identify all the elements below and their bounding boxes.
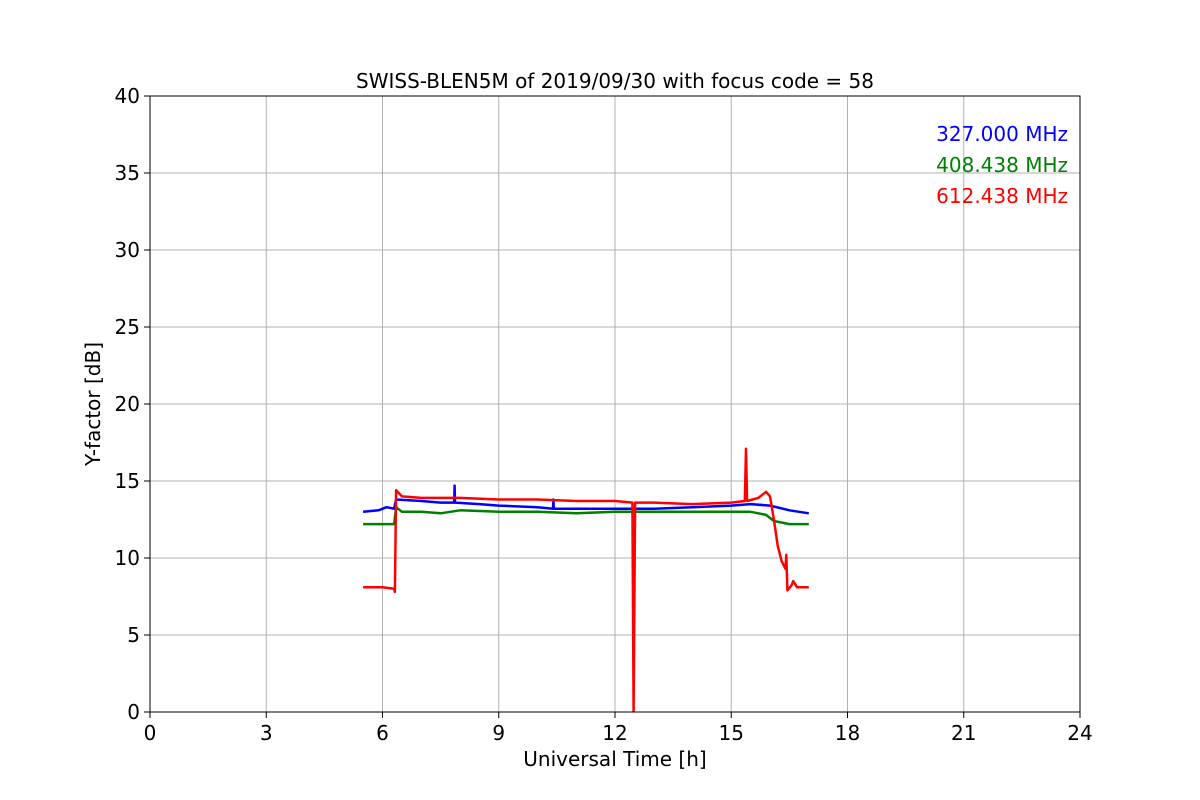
legend-entry-3: 612.438 MHz <box>936 184 1068 208</box>
x-tick-label: 15 <box>719 721 744 745</box>
x-tick-label: 9 <box>492 721 505 745</box>
y-tick-label: 0 <box>127 700 140 724</box>
series-line-3 <box>363 447 809 712</box>
x-tick-label: 12 <box>602 721 627 745</box>
x-tick-label: 24 <box>1067 721 1092 745</box>
legend-entry-1: 327.000 MHz <box>936 122 1068 146</box>
x-axis-title: Universal Time [h] <box>523 747 706 771</box>
series-layer <box>362 447 809 712</box>
y-tick-label: 40 <box>115 84 140 108</box>
chart-title: SWISS-BLEN5M of 2019/09/30 with focus co… <box>356 69 874 93</box>
y-tick-label: 35 <box>115 161 140 185</box>
y-axis-title: Y-factor [dB] <box>81 342 105 467</box>
y-tick-label: 30 <box>115 238 140 262</box>
x-tick-label: 18 <box>835 721 860 745</box>
y-tick-label: 15 <box>115 469 140 493</box>
x-tick-label: 0 <box>144 721 157 745</box>
ticks: 0 3 6 9 12 15 18 21 24 0 5 10 15 20 25 30 35 40 <box>115 84 1093 745</box>
y-tick-label: 25 <box>115 315 140 339</box>
y-tick-label: 20 <box>115 392 140 416</box>
x-tick-label: 6 <box>376 721 389 745</box>
y-tick-label: 10 <box>115 546 140 570</box>
legend: 327.000 MHz 408.438 MHz 612.438 MHz <box>936 122 1068 208</box>
x-tick-label: 3 <box>260 721 273 745</box>
y-tick-label: 5 <box>127 623 140 647</box>
x-tick-label: 21 <box>951 721 976 745</box>
legend-entry-2: 408.438 MHz <box>936 153 1068 177</box>
